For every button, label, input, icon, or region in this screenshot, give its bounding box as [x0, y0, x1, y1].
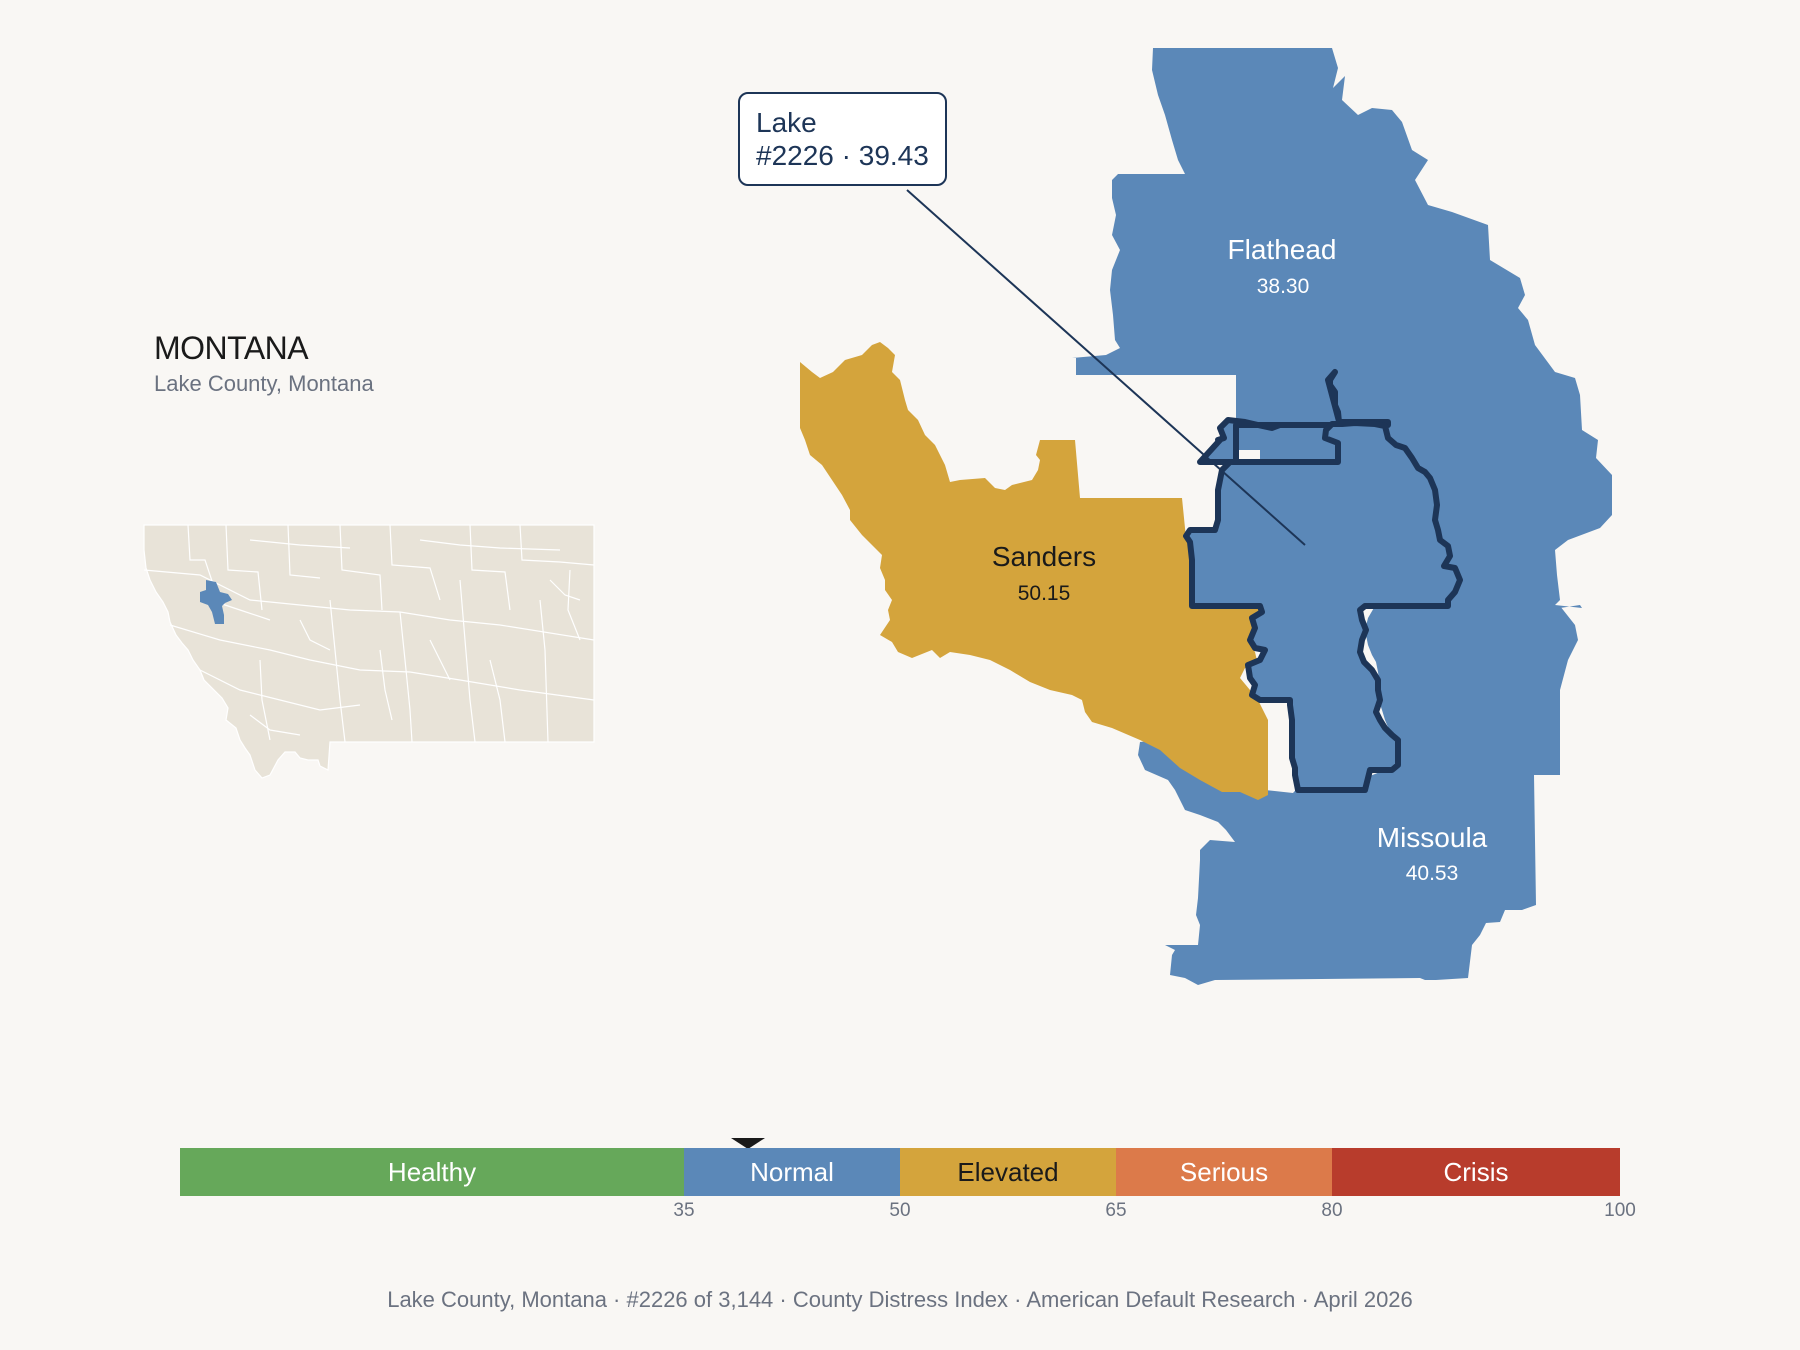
footer-credits: Lake County, Montana · #2226 of 3,144 · … [387, 1287, 1413, 1312]
state-header: MONTANA Lake County, Montana [154, 330, 374, 397]
county-sanders[interactable] [800, 342, 1268, 800]
scale-label-elevated: Elevated [957, 1156, 1059, 1187]
scale-label-healthy: Healthy [387, 1156, 477, 1187]
county-label-flathead: Flathead [1228, 234, 1337, 265]
montana-inset-map [143, 524, 595, 779]
inset-lake-county-highlight [200, 580, 232, 624]
montana-outline [143, 524, 595, 779]
distress-scale-bar: Healthy Normal Elevated Serious Crisis [180, 1148, 1620, 1196]
scale-tick: 35 [673, 1200, 695, 1221]
scale-marker [730, 1138, 765, 1149]
county-value-sanders: 50.15 [1018, 582, 1071, 605]
scale-tick: 50 [889, 1200, 911, 1221]
scale-ticks: 35 50 65 80 100 [180, 1200, 1635, 1224]
scale-label-crisis: Crisis [1443, 1156, 1509, 1187]
scale-tick: 80 [1321, 1200, 1343, 1221]
state-subtitle: Lake County, Montana [154, 371, 374, 396]
scale-segment-healthy: Healthy [180, 1148, 684, 1196]
county-label-sanders: Sanders [992, 541, 1096, 572]
county-flathead[interactable] [1072, 48, 1612, 608]
county-label-missoula: Missoula [1377, 822, 1488, 853]
scale-segment-crisis: Crisis [1332, 1148, 1620, 1196]
scale-segment-elevated: Elevated [900, 1148, 1116, 1196]
scale-segment-normal: Normal [684, 1148, 900, 1196]
scale-label-normal: Normal [750, 1156, 834, 1187]
scale-label-serious: Serious [1179, 1156, 1269, 1187]
scale-tick: 100 [1604, 1200, 1636, 1221]
scale-tick: 65 [1105, 1200, 1127, 1221]
state-name: MONTANA [154, 330, 309, 366]
callout-county-name: Lake [756, 107, 817, 138]
county-value-missoula: 40.53 [1406, 862, 1459, 885]
county-value-flathead: 38.30 [1257, 275, 1310, 298]
callout-leader-line [906, 189, 1306, 546]
callout-rank-value: #2226 · 39.43 [756, 140, 929, 171]
county-lake-outline [1183, 420, 1463, 793]
scale-segment-serious: Serious [1116, 1148, 1332, 1196]
county-callout: Lake #2226 · 39.43 [738, 92, 947, 186]
county-missoula[interactable] [1138, 606, 1578, 985]
